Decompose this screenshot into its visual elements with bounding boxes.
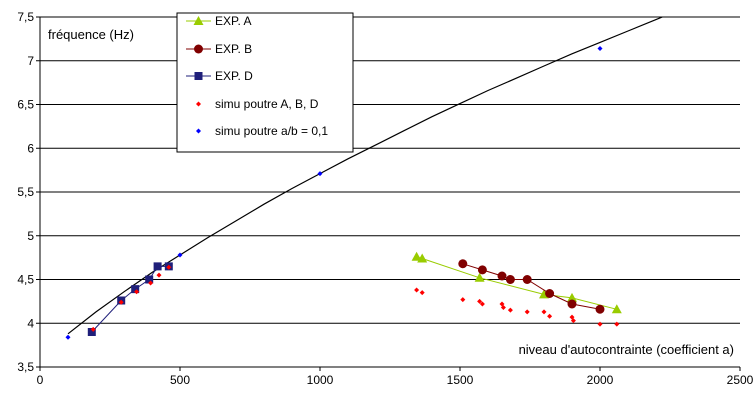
data-point: [90, 326, 96, 332]
data-point: [477, 298, 483, 304]
data-point: [131, 285, 140, 294]
data-point: [505, 275, 515, 284]
data-point: [145, 275, 154, 284]
legend-marker: [196, 101, 201, 107]
data-point: [597, 46, 603, 51]
legend-label: EXP. B: [215, 42, 252, 56]
legend-item: simu poutre a/b = 0,1: [196, 124, 328, 138]
legend-marker: [194, 44, 203, 54]
legend-label: simu poutre A, B, D: [215, 97, 319, 111]
y-tick-label: 3,5: [17, 360, 34, 374]
data-point: [65, 334, 71, 340]
data-point: [153, 262, 162, 271]
data-point: [460, 297, 466, 303]
data-point: [419, 290, 425, 296]
legend-marker: [196, 128, 201, 134]
data-point: [497, 271, 507, 281]
series-1: [411, 251, 622, 314]
data-point: [614, 321, 620, 327]
data-point: [567, 292, 577, 302]
data-point: [118, 299, 124, 305]
y-tick-label: 4,5: [17, 273, 34, 287]
data-point: [545, 289, 555, 298]
data-point: [87, 328, 96, 336]
legend-item: simu poutre A, B, D: [196, 97, 319, 111]
data-point: [477, 265, 487, 275]
data-point: [134, 289, 140, 295]
y-tick-label: 5: [27, 229, 34, 243]
series-2: [458, 259, 605, 314]
x-tick-label: 2500: [727, 373, 753, 387]
data-point: [570, 318, 576, 324]
data-point: [177, 252, 183, 258]
legend-item: EXP. B: [186, 42, 252, 56]
data-point: [611, 304, 622, 314]
legend-box: [176, 12, 354, 153]
data-point: [156, 272, 162, 278]
legend-marker: [193, 16, 204, 25]
legend-label: simu poutre a/b = 0,1: [215, 124, 328, 138]
y-tick-label: 6,5: [17, 98, 34, 112]
legend: EXP. A EXP. B EXP. D simu poutre A, B, D sim…: [176, 12, 354, 153]
legend-label: EXP. A: [215, 14, 251, 28]
data-point: [541, 309, 547, 315]
data-point: [474, 272, 485, 282]
legend-label: EXP. D: [215, 69, 253, 83]
y-tick-label: 4: [27, 316, 34, 330]
y-tick-label: 7: [27, 54, 34, 68]
x-tick-label: 500: [170, 373, 190, 387]
data-point: [411, 251, 422, 261]
trend-curve: [67, 17, 664, 335]
data-point: [417, 253, 428, 263]
y-tick-label: 6: [27, 141, 34, 155]
x-tick-label: 1500: [447, 373, 474, 387]
plot-area: [65, 17, 664, 340]
legend-item: EXP. A: [186, 14, 251, 28]
x-tick-label: 2000: [587, 373, 614, 387]
data-point: [479, 301, 485, 307]
data-point: [595, 304, 605, 314]
x-tick-labels: 0 500 1000 1500 2000 2500: [37, 373, 753, 387]
data-point: [567, 299, 577, 309]
y-tick-label: 7,5: [17, 10, 34, 24]
x-axis-title: niveau d'autocontrainte (coefficient a): [519, 342, 734, 357]
data-point: [317, 171, 323, 177]
y-tick-labels: 3,5 4 4,5 5 5,5 6 6,5 7 7,5: [17, 10, 34, 374]
legend-marker: [194, 72, 203, 80]
data-point: [148, 280, 154, 286]
data-point: [547, 313, 553, 319]
data-point: [414, 287, 420, 293]
x-tick-label: 1000: [307, 373, 334, 387]
series-5: [65, 46, 603, 340]
data-point: [524, 309, 530, 315]
data-point: [507, 307, 513, 313]
data-point: [597, 321, 603, 327]
data-point: [500, 305, 506, 310]
series-4: [90, 264, 620, 332]
axes: [36, 16, 741, 371]
y-tick-label: 5,5: [17, 185, 34, 199]
data-point: [458, 259, 468, 269]
data-point: [522, 275, 532, 284]
legend-item: EXP. D: [186, 69, 253, 83]
y-axis-title: fréquence (Hz): [48, 27, 134, 42]
x-tick-label: 0: [37, 373, 44, 387]
data-point: [166, 264, 172, 270]
gridlines: [40, 16, 740, 324]
